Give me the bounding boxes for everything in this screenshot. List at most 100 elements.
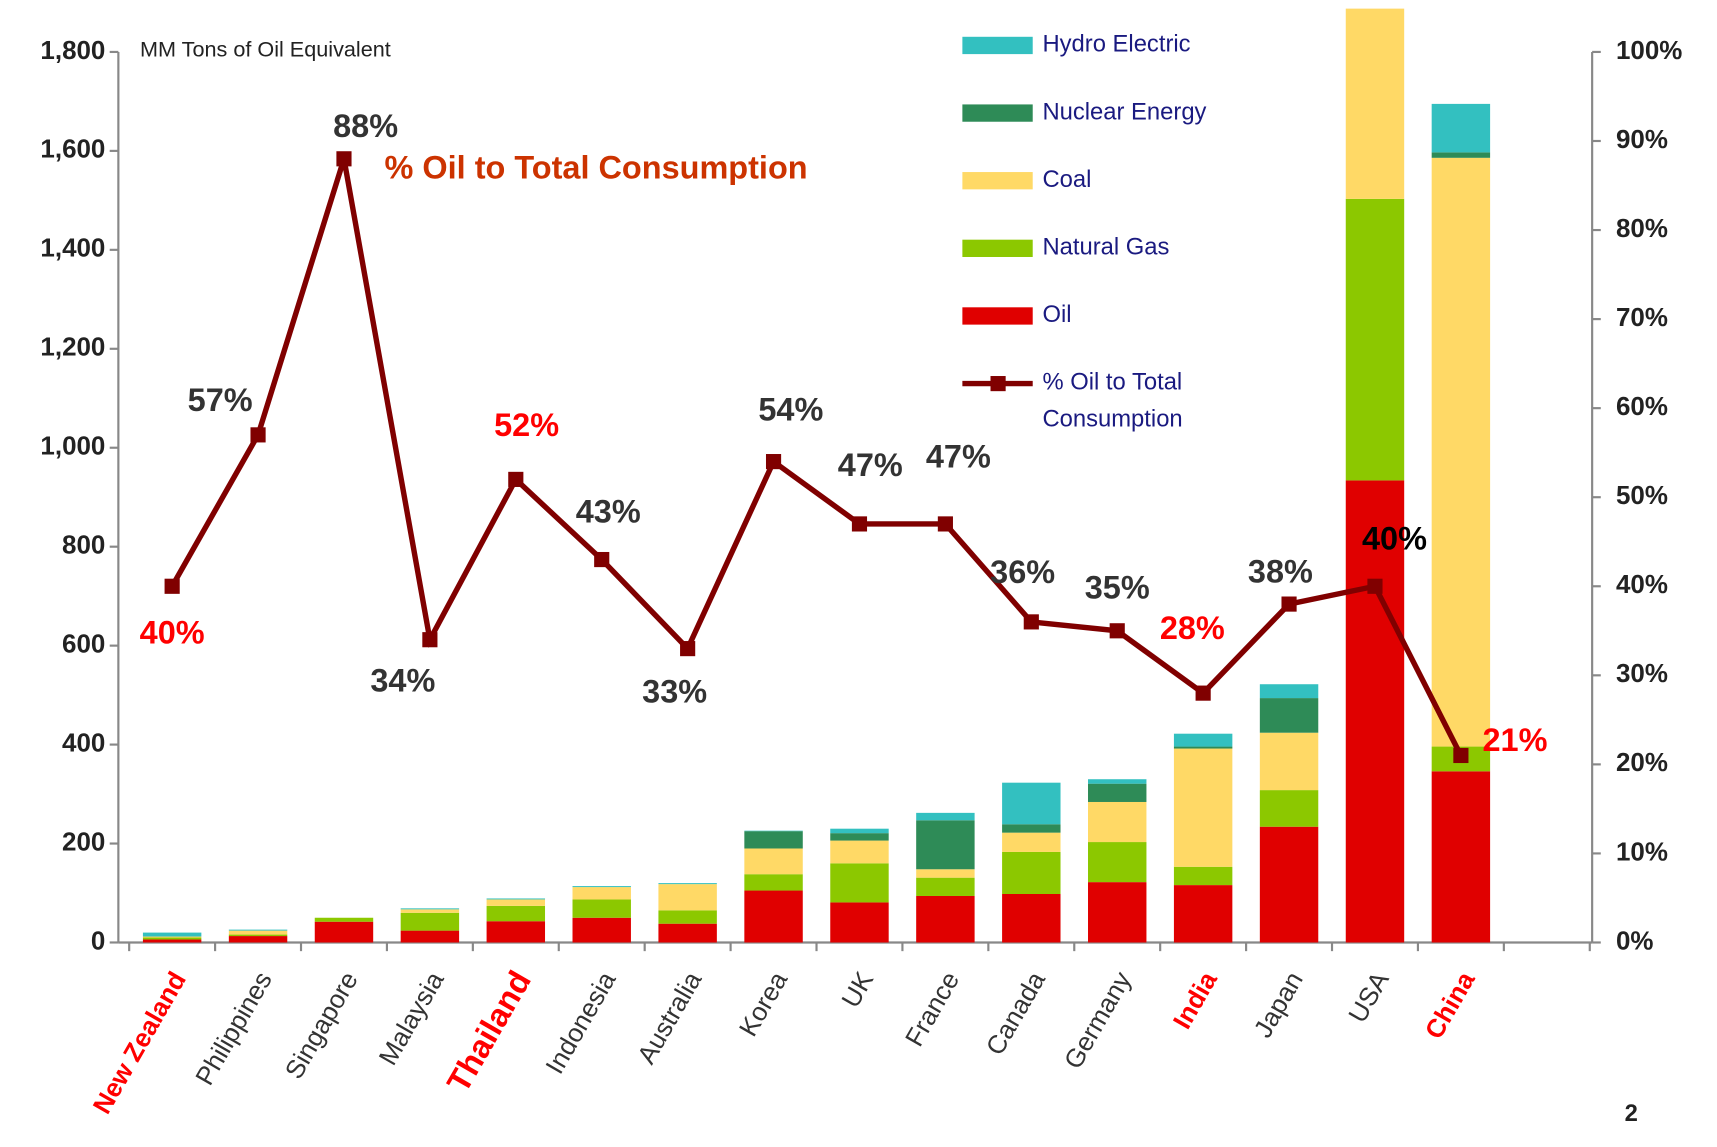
data-label: 36% bbox=[990, 554, 1055, 590]
line-marker bbox=[851, 516, 868, 532]
bar-segment bbox=[1088, 801, 1147, 843]
data-label: 54% bbox=[758, 391, 823, 427]
data-label: 38% bbox=[1248, 553, 1313, 589]
x-tick-label: China bbox=[1419, 966, 1481, 1044]
y2-tick-label: 60% bbox=[1616, 391, 1668, 421]
bar-segment bbox=[1088, 842, 1147, 883]
bar-segment bbox=[142, 936, 202, 938]
y2-tick-label: 80% bbox=[1616, 213, 1668, 243]
bars bbox=[142, 8, 1491, 943]
bar-segment bbox=[1259, 732, 1319, 791]
bar-segment bbox=[916, 869, 975, 878]
bar-segment bbox=[830, 828, 889, 834]
bar-segment bbox=[486, 899, 546, 906]
legend-label: Hydro Electric bbox=[1042, 31, 1190, 58]
bar-segment bbox=[744, 890, 803, 943]
legend-swatch bbox=[962, 307, 1033, 325]
bar-segment bbox=[1173, 746, 1233, 749]
line-marker bbox=[1281, 596, 1297, 612]
bar-segment bbox=[228, 936, 288, 943]
bar-segment bbox=[1002, 832, 1061, 852]
x-tick-label: Germany bbox=[1058, 966, 1137, 1073]
line-marker bbox=[164, 578, 180, 594]
x-tick-label: Korea bbox=[733, 966, 794, 1041]
bar-segment bbox=[314, 921, 374, 943]
y-tick-label: 200 bbox=[62, 826, 105, 856]
bar-segment bbox=[572, 887, 631, 900]
line-marker bbox=[1109, 623, 1125, 639]
data-label: 43% bbox=[576, 494, 641, 530]
bar-segment bbox=[572, 886, 631, 888]
bar-segment bbox=[1345, 480, 1405, 943]
bar-segment bbox=[1002, 851, 1061, 895]
bar-segment bbox=[1173, 866, 1233, 886]
bar-segment bbox=[400, 908, 460, 910]
bar-segment bbox=[916, 895, 975, 943]
y2-tick-label: 40% bbox=[1616, 569, 1668, 599]
data-label: 40% bbox=[140, 615, 205, 651]
bar-segment bbox=[142, 939, 202, 943]
y2-tick-label: 20% bbox=[1616, 747, 1668, 777]
line-marker bbox=[1453, 747, 1469, 764]
page-number: 2 bbox=[1625, 1100, 1638, 1127]
bar-segment bbox=[1088, 882, 1147, 943]
legend-swatch bbox=[962, 239, 1033, 257]
bar-segment bbox=[1002, 824, 1061, 833]
bar-segment bbox=[1173, 733, 1233, 747]
y-tick-label: 1,600 bbox=[40, 134, 105, 164]
data-label: 57% bbox=[188, 382, 253, 418]
bar-segment bbox=[1431, 771, 1491, 943]
bar-segment bbox=[1431, 152, 1491, 158]
bar-segment bbox=[658, 910, 717, 924]
bar-segment bbox=[1002, 894, 1061, 943]
y-tick-label: 1,800 bbox=[40, 35, 105, 65]
bar-segment bbox=[1173, 748, 1233, 867]
bar-segment bbox=[142, 937, 202, 940]
x-tick-label: USA bbox=[1342, 966, 1395, 1028]
y2-tick-label: 30% bbox=[1616, 658, 1668, 688]
bar-segment bbox=[658, 884, 717, 911]
y-tick-label: 800 bbox=[62, 530, 105, 560]
bar-segment bbox=[400, 909, 460, 913]
y2-tick-label: 10% bbox=[1616, 836, 1668, 866]
bar-segment bbox=[486, 898, 546, 900]
annotation: % Oil to Total Consumption bbox=[385, 149, 808, 185]
y-tick-label: 1,200 bbox=[40, 332, 105, 362]
bar-segment bbox=[830, 863, 889, 903]
legend-swatch bbox=[962, 104, 1033, 122]
bar-segment bbox=[142, 932, 202, 937]
line-marker bbox=[765, 454, 782, 470]
bar-segment bbox=[830, 902, 889, 943]
x-tick-label: France bbox=[899, 966, 965, 1051]
bar-segment bbox=[486, 905, 546, 922]
x-tick-label: New Zealand bbox=[87, 966, 192, 1118]
line-marker bbox=[1367, 578, 1383, 594]
line-marker bbox=[937, 516, 953, 532]
bar-segment bbox=[744, 848, 803, 875]
y-tick-label: 1,000 bbox=[40, 431, 105, 461]
data-label: 47% bbox=[926, 439, 991, 475]
bar-segment bbox=[572, 899, 631, 918]
bar-segment bbox=[486, 921, 546, 943]
line-marker bbox=[680, 641, 696, 657]
data-label: 40% bbox=[1362, 520, 1427, 556]
bar-segment bbox=[1259, 790, 1319, 827]
y2-tick-label: 0% bbox=[1616, 925, 1654, 955]
legend-marker bbox=[990, 376, 1006, 392]
bar-segment bbox=[1345, 8, 1405, 199]
y-tick-label: 0 bbox=[91, 925, 105, 955]
bar-segment bbox=[744, 831, 803, 849]
legend-label: Oil bbox=[1042, 301, 1071, 328]
line-marker bbox=[508, 471, 524, 487]
x-tick-label: India bbox=[1167, 966, 1224, 1034]
bar-segment bbox=[572, 917, 631, 943]
line-marker bbox=[594, 551, 610, 568]
x-tick-label: Indonesia bbox=[539, 966, 622, 1079]
bar-segment bbox=[1259, 684, 1319, 699]
line-marker bbox=[422, 632, 438, 648]
legend-swatch bbox=[962, 172, 1033, 190]
data-label: 34% bbox=[370, 663, 435, 699]
data-label: 35% bbox=[1085, 569, 1150, 605]
x-tick-label: Canada bbox=[980, 966, 1052, 1060]
